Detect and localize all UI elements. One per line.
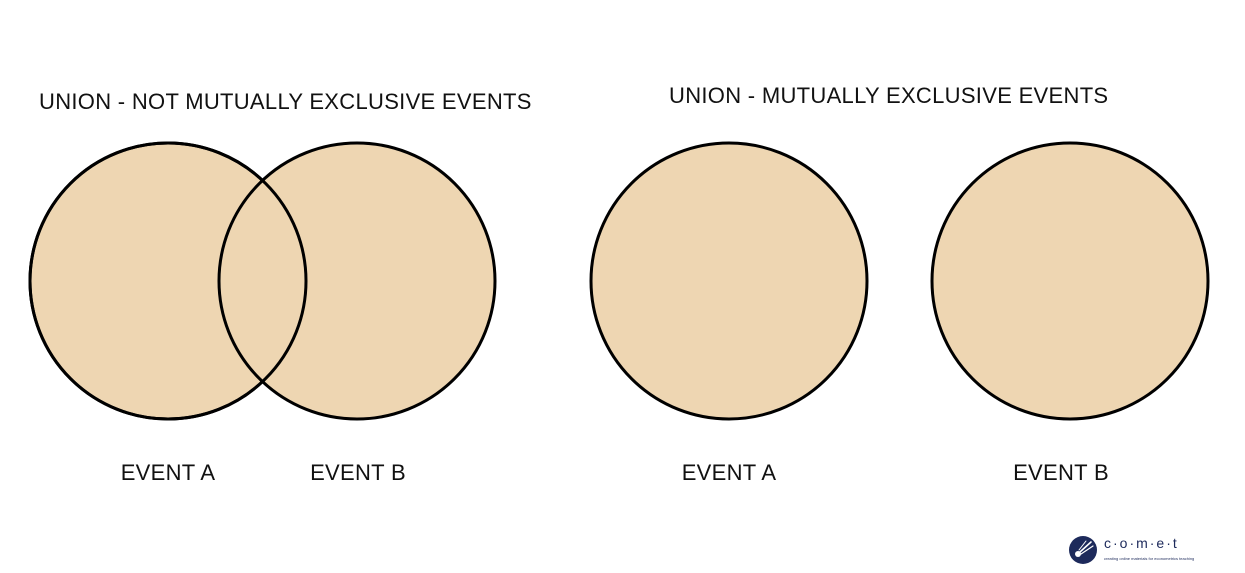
left-event-a-outline [28,141,308,421]
right-event-a-circle [589,141,869,421]
comet-logo: c·o·m·e·t creating online materials for … [1068,535,1208,567]
left-venn [28,141,497,421]
right-diagram-title: UNION - MUTUALLY EXCLUSIVE EVENTS [669,83,1109,108]
left-event-a-label: EVENT A [120,460,216,485]
left-event-b-circle [217,141,497,421]
left-event-b-label: EVENT B [310,460,406,485]
right-venn [589,141,1210,421]
right-event-a-label: EVENT A [681,460,777,485]
logo-wordmark: c·o·m·e·t [1104,535,1179,551]
right-event-b-circle [930,141,1210,421]
comet-icon [1069,536,1097,564]
right-event-b-label: EVENT B [1013,460,1109,485]
left-diagram-title: UNION - NOT MUTUALLY EXCLUSIVE EVENTS [39,89,532,114]
logo-tagline: creating online materials for econometri… [1104,556,1195,561]
